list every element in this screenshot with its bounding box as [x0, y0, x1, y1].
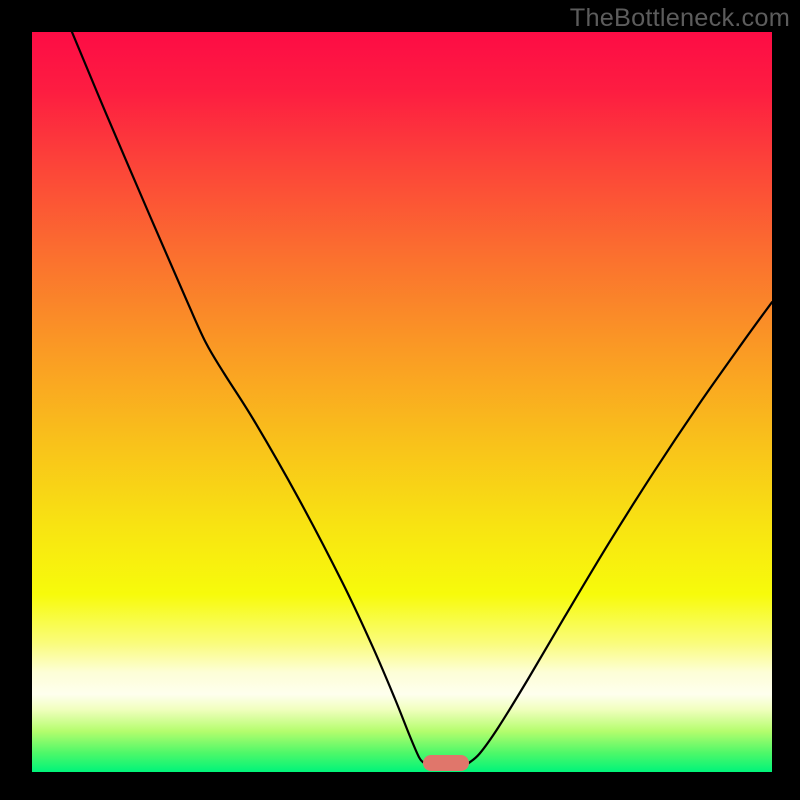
watermark-text: TheBottleneck.com: [570, 4, 790, 33]
chart-frame: TheBottleneck.com: [0, 0, 800, 800]
curve-layer: [32, 32, 772, 772]
series-right-branch: [469, 302, 772, 763]
series-left-branch: [72, 32, 424, 763]
bottleneck-marker: [423, 755, 469, 771]
plot-area: [32, 32, 772, 772]
